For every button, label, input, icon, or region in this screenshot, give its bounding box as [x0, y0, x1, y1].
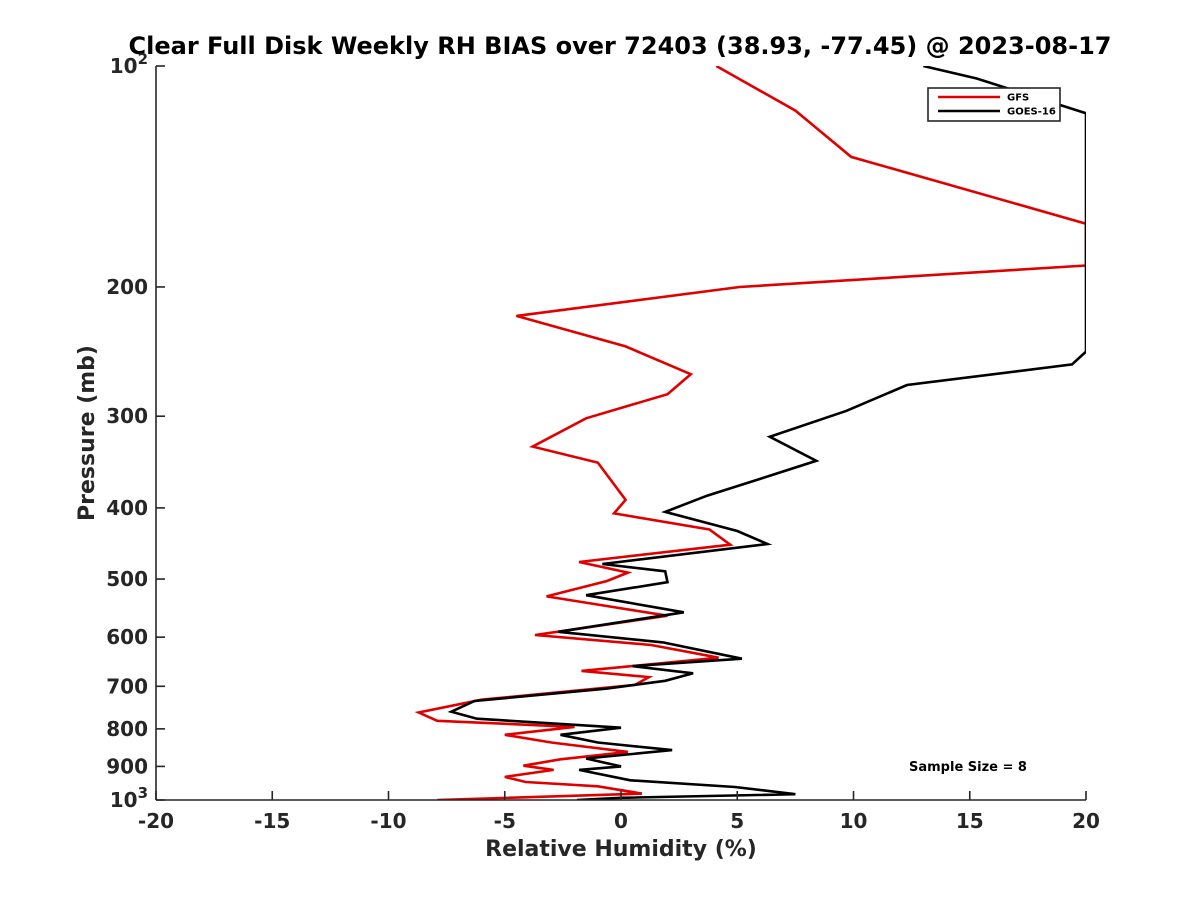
y-tick-label: 500 — [106, 567, 148, 591]
x-tick-label: 5 — [730, 809, 744, 833]
series-line-gfs — [414, 66, 1086, 800]
y-tick-label: 700 — [106, 674, 148, 698]
x-tick-label: -20 — [138, 809, 174, 833]
y-tick-label: 103 — [110, 784, 148, 812]
y-tick-label: 800 — [106, 717, 148, 741]
x-tick-label: 10 — [840, 809, 868, 833]
legend-box — [927, 87, 1061, 122]
series-line-goes-16 — [447, 66, 1086, 800]
legend-label-gfs: GFS — [1007, 93, 1029, 104]
y-tick-label: 600 — [106, 625, 148, 649]
x-tick-label: -15 — [254, 809, 290, 833]
y-tick-label: 900 — [106, 754, 148, 778]
x-tick-label: 0 — [614, 809, 628, 833]
x-axis-label: Relative Humidity (%) — [485, 837, 757, 862]
y-tick-label: 102 — [110, 50, 148, 78]
chart-title: Clear Full Disk Weekly RH BIAS over 7240… — [129, 32, 1112, 60]
y-tick-label: 300 — [106, 404, 148, 428]
x-tick-label: -10 — [370, 809, 406, 833]
y-tick-label: 200 — [106, 275, 148, 299]
axes: -20 -15 -10 -5 0 5 10 15 20 102 200 300 400 500 600 700… — [106, 50, 1100, 833]
y-tick-label: 400 — [106, 496, 148, 520]
legend: GFS GOES-16 — [927, 87, 1061, 122]
x-tick-label: 15 — [956, 809, 984, 833]
legend-label-goes-16: GOES-16 — [1007, 107, 1056, 118]
y-axis-label: Pressure (mb) — [75, 345, 100, 521]
x-tick-label: -5 — [494, 809, 516, 833]
sample-size-annotation: Sample Size = 8 — [909, 760, 1027, 775]
plot-area — [414, 66, 1086, 800]
x-tick-label: 20 — [1072, 809, 1100, 833]
